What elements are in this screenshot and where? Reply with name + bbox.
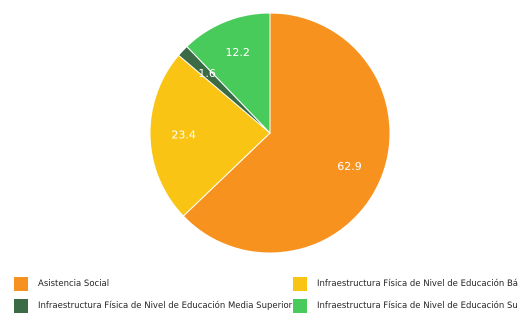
data-label-asistencia-social: 62.9 bbox=[337, 160, 362, 173]
pie-slices bbox=[149, 12, 391, 254]
pie-slice-educacion-superior[interactable] bbox=[186, 12, 271, 135]
data-label-educacion-superior: 12.2 bbox=[225, 46, 250, 59]
pie-slice-educacion-basica[interactable] bbox=[149, 54, 271, 217]
data-label-educacion-media-superior: 1.6 bbox=[198, 67, 216, 80]
pie-data-labels: 62.9 23.4 1.6 12.2 bbox=[171, 46, 361, 173]
data-label-educacion-basica: 23.4 bbox=[171, 129, 196, 142]
pie-slice-asistencia-social[interactable] bbox=[182, 12, 391, 254]
